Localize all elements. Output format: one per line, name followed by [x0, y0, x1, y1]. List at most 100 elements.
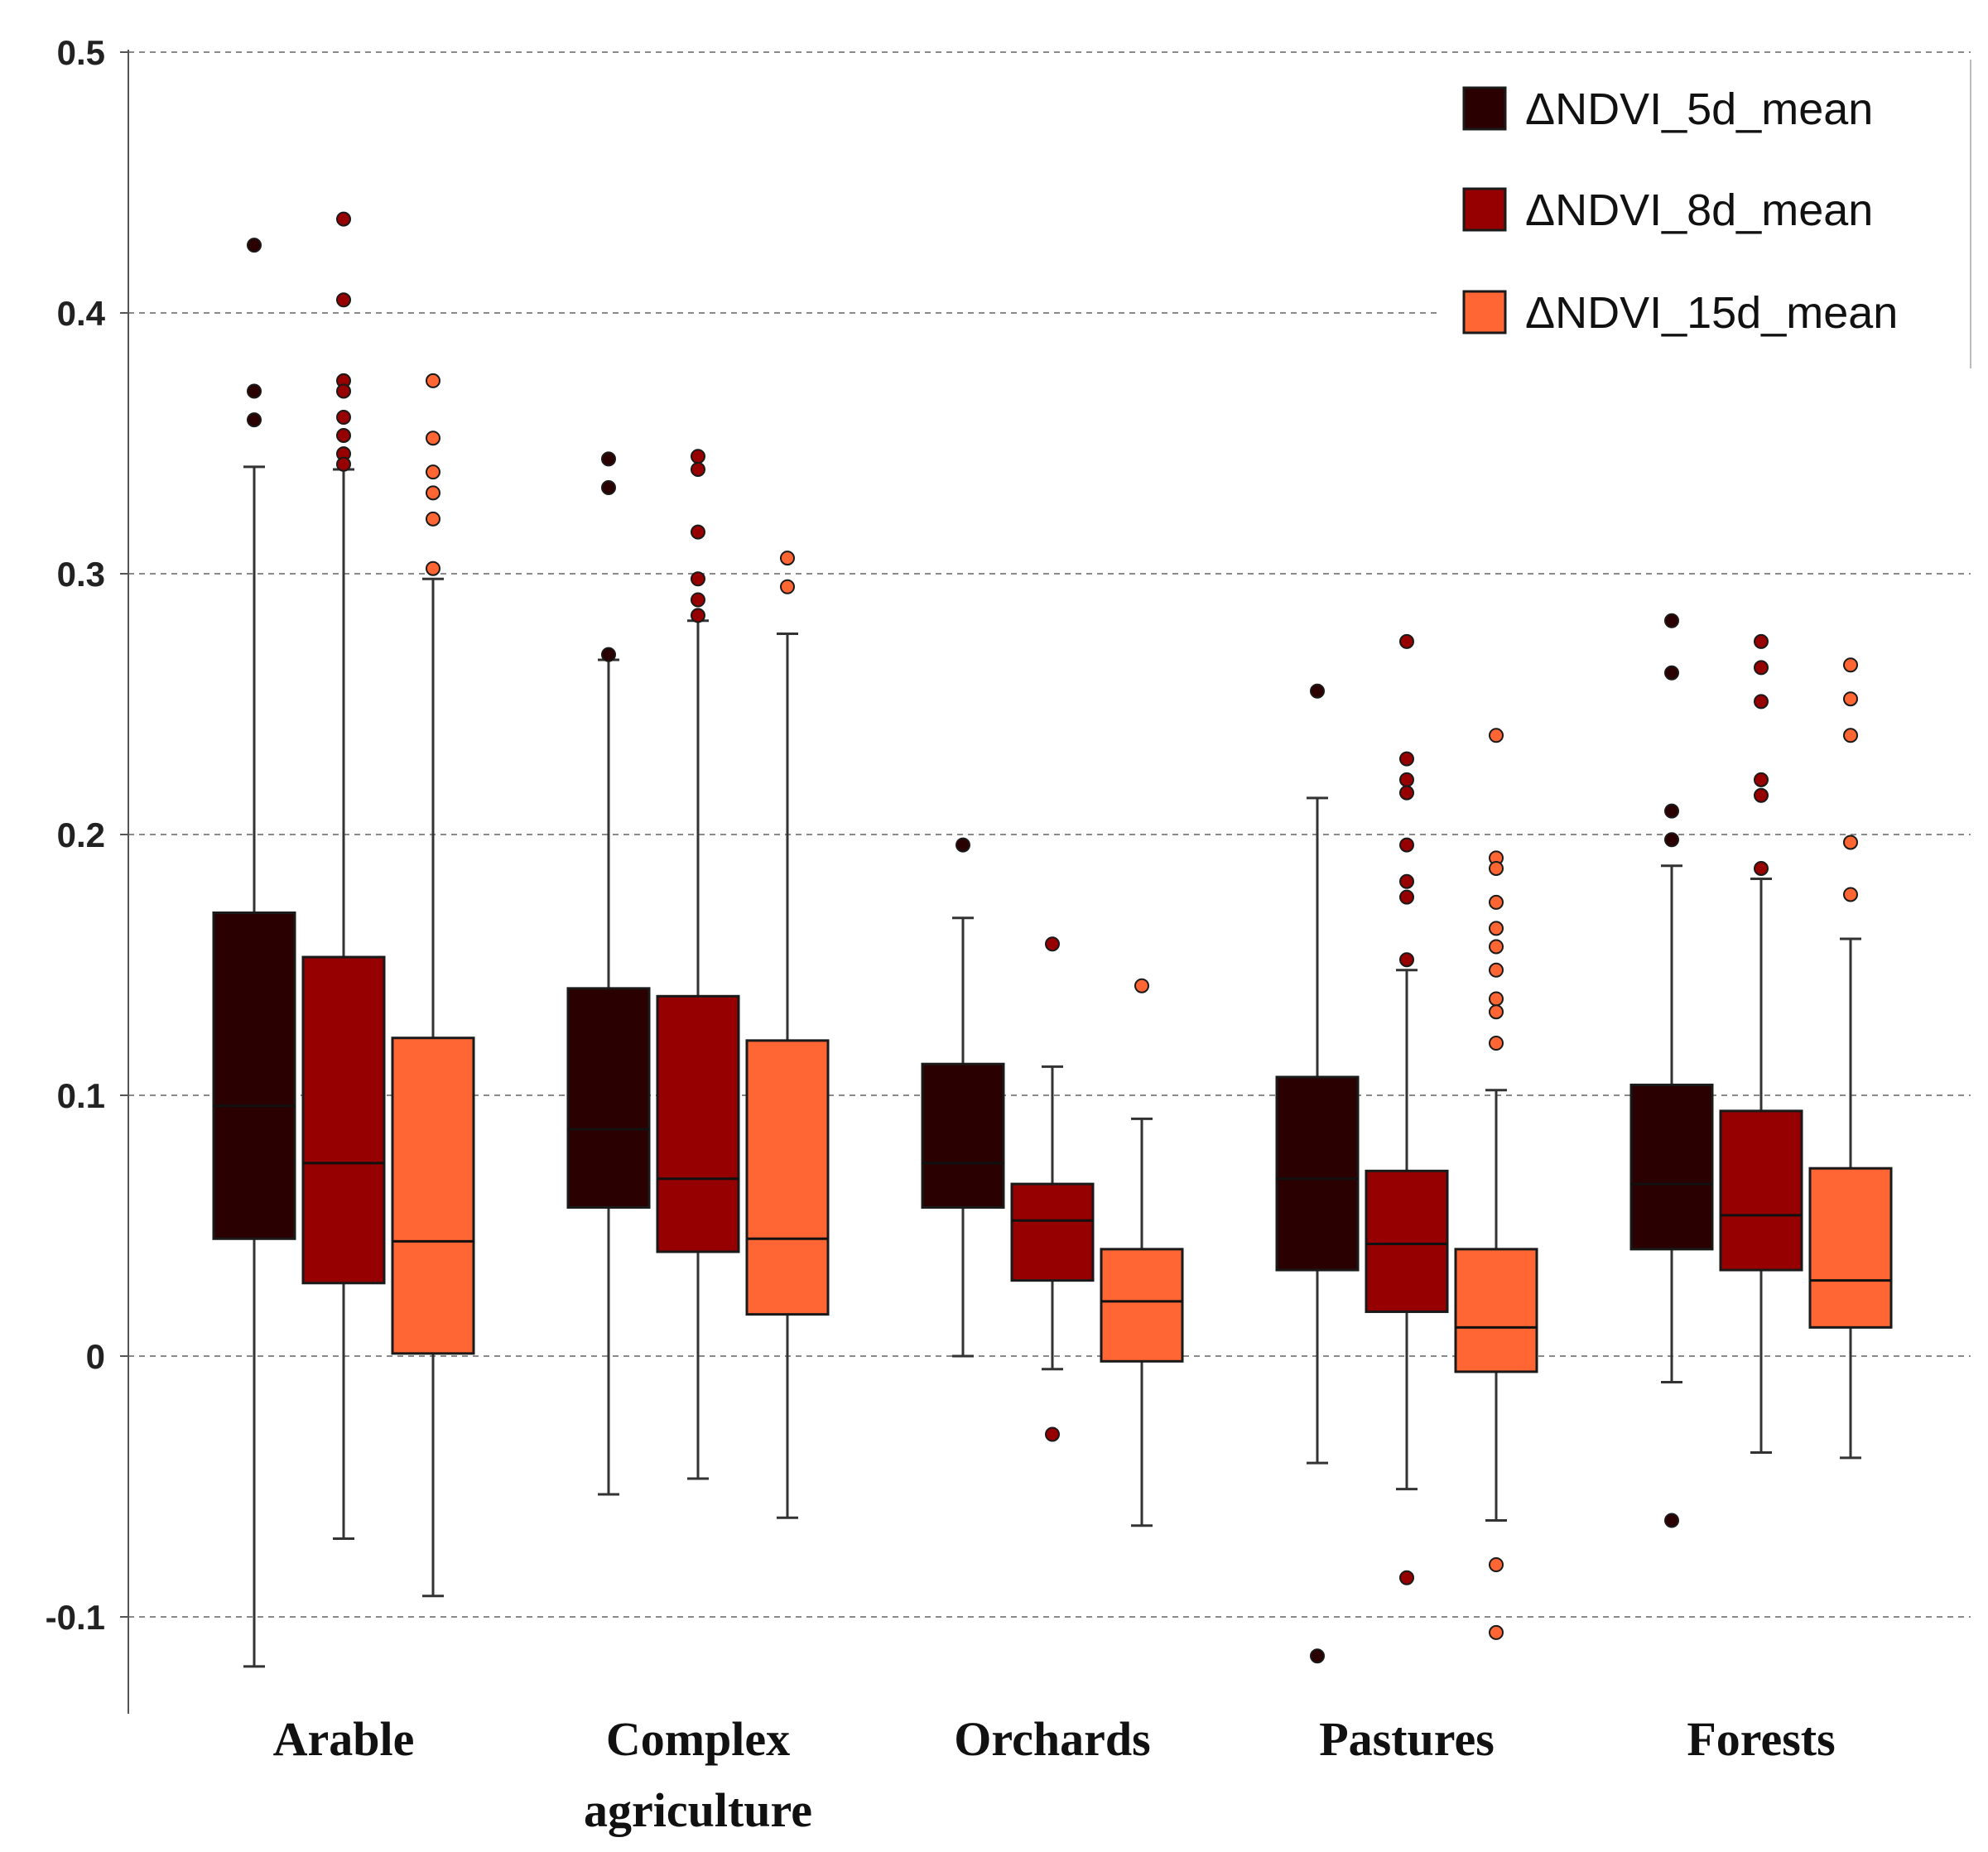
x-tick-label-pastures: Pastures [1319, 1712, 1495, 1766]
outlier-point [601, 480, 616, 496]
outlier-point [1134, 978, 1149, 993]
outlier-point [1754, 860, 1769, 876]
outlier-point [1489, 1004, 1504, 1020]
y-tick-label--0-1: -0.1 [46, 1598, 105, 1637]
x-tick-label-forests: Forests [1687, 1712, 1835, 1766]
outlier-point [1310, 1648, 1325, 1664]
iqr-box [1010, 1182, 1095, 1282]
iqr-box [1719, 1109, 1803, 1272]
outlier-point [1754, 772, 1769, 787]
iqr-box [566, 987, 651, 1209]
outlier-point [1489, 921, 1504, 936]
outlier-point [426, 373, 440, 388]
outlier-point [780, 551, 795, 566]
y-tick-label-0-4: 0.4 [57, 294, 106, 333]
iqr-box [391, 1037, 475, 1355]
y-tick-label-0: 0 [86, 1337, 105, 1376]
x-tick-label-arable: Arable [273, 1712, 415, 1766]
outlier-point [336, 383, 351, 399]
iqr-box [301, 955, 386, 1285]
outlier-point [1399, 873, 1414, 889]
box-complex-agriculture-series-1 [566, 451, 651, 1496]
outlier-point [1489, 962, 1504, 978]
iqr-box [745, 1039, 830, 1316]
outlier-point [1045, 1426, 1060, 1442]
outlier-point [426, 464, 440, 480]
box-pastures-series-2 [1365, 633, 1449, 1585]
outlier-point [691, 524, 705, 540]
outlier-point [426, 560, 440, 576]
outlier-point [247, 412, 262, 428]
legend-swatch-3 [1462, 290, 1507, 334]
outlier-point [1843, 728, 1858, 743]
box-forests-series-2 [1719, 633, 1803, 1455]
outlier-point [336, 456, 351, 472]
box-forests-series-1 [1629, 613, 1714, 1528]
legend-label-2: ΔNDVI_8d_mean [1525, 185, 1873, 235]
box-pastures-series-3 [1454, 728, 1538, 1640]
y-tick-label-0-2: 0.2 [57, 815, 105, 854]
iqr-box [1629, 1083, 1714, 1251]
outlier-point [1754, 787, 1769, 803]
iqr-box [656, 994, 740, 1253]
outlier-point [601, 647, 616, 662]
outlier-point [1399, 751, 1414, 767]
outlier-point [1754, 694, 1769, 710]
outlier-point [1399, 952, 1414, 968]
outlier-point [336, 292, 351, 308]
outlier-point [1489, 1624, 1504, 1640]
box-orchards-series-2 [1010, 936, 1095, 1442]
outlier-point [601, 451, 616, 467]
x-tick-label-orchards: Orchards [954, 1712, 1150, 1766]
outlier-point [1489, 728, 1504, 743]
x-tick-labels: Arable Complex agriculture Orchards Pastures… [273, 1712, 1836, 1837]
y-tick-label-0-3: 0.3 [57, 555, 105, 594]
outlier-point [1399, 772, 1414, 787]
legend-label-3: ΔNDVI_15d_mean [1525, 288, 1898, 338]
box-orchards-series-1 [921, 837, 1005, 1358]
iqr-box [1275, 1075, 1360, 1272]
outlier-point [1045, 936, 1060, 952]
box-complex-agriculture-series-2 [656, 449, 740, 1480]
y-tick-label-0-1: 0.1 [57, 1076, 105, 1115]
outlier-point [1664, 1513, 1679, 1528]
outlier-point [1843, 657, 1858, 673]
y-tick-label-0-5: 0.5 [57, 33, 105, 72]
outlier-point [691, 462, 705, 477]
box-pastures-series-1 [1275, 683, 1360, 1664]
outlier-point [691, 571, 705, 587]
x-tick-label-complex-agriculture: Complex agriculture [584, 1712, 812, 1837]
outlier-point [1489, 991, 1504, 1007]
iqr-box [1365, 1169, 1449, 1313]
outlier-point [691, 608, 705, 623]
outlier-point [426, 431, 440, 446]
outlier-point [1489, 939, 1504, 955]
outlier-point [1489, 860, 1504, 876]
outlier-point [247, 383, 262, 399]
box-orchards-series-3 [1100, 978, 1184, 1527]
outlier-point [336, 428, 351, 444]
box-arable-series-3 [391, 373, 475, 1598]
legend-background [1441, 60, 1971, 366]
outlier-point [336, 211, 351, 227]
outlier-point [1399, 837, 1414, 853]
outlier-point [1399, 889, 1414, 905]
outlier-point [1399, 1570, 1414, 1585]
outlier-point [1664, 832, 1679, 848]
legend-swatch-1 [1462, 86, 1507, 131]
outlier-point [1664, 613, 1679, 628]
outlier-point [691, 449, 705, 464]
outlier-point [1843, 691, 1858, 707]
outlier-point [1399, 633, 1414, 649]
legend-label-1: ΔNDVI_5d_mean [1525, 84, 1873, 134]
box-arable-series-1 [212, 238, 296, 1668]
legend-swatch-2 [1462, 187, 1507, 232]
iqr-box [921, 1062, 1005, 1209]
box-forests-series-3 [1808, 657, 1893, 1460]
outlier-point [1310, 683, 1325, 699]
outlier-point [1664, 803, 1679, 819]
outlier-point [955, 837, 970, 853]
outlier-point [1489, 1036, 1504, 1051]
outlier-point [1489, 1557, 1504, 1572]
